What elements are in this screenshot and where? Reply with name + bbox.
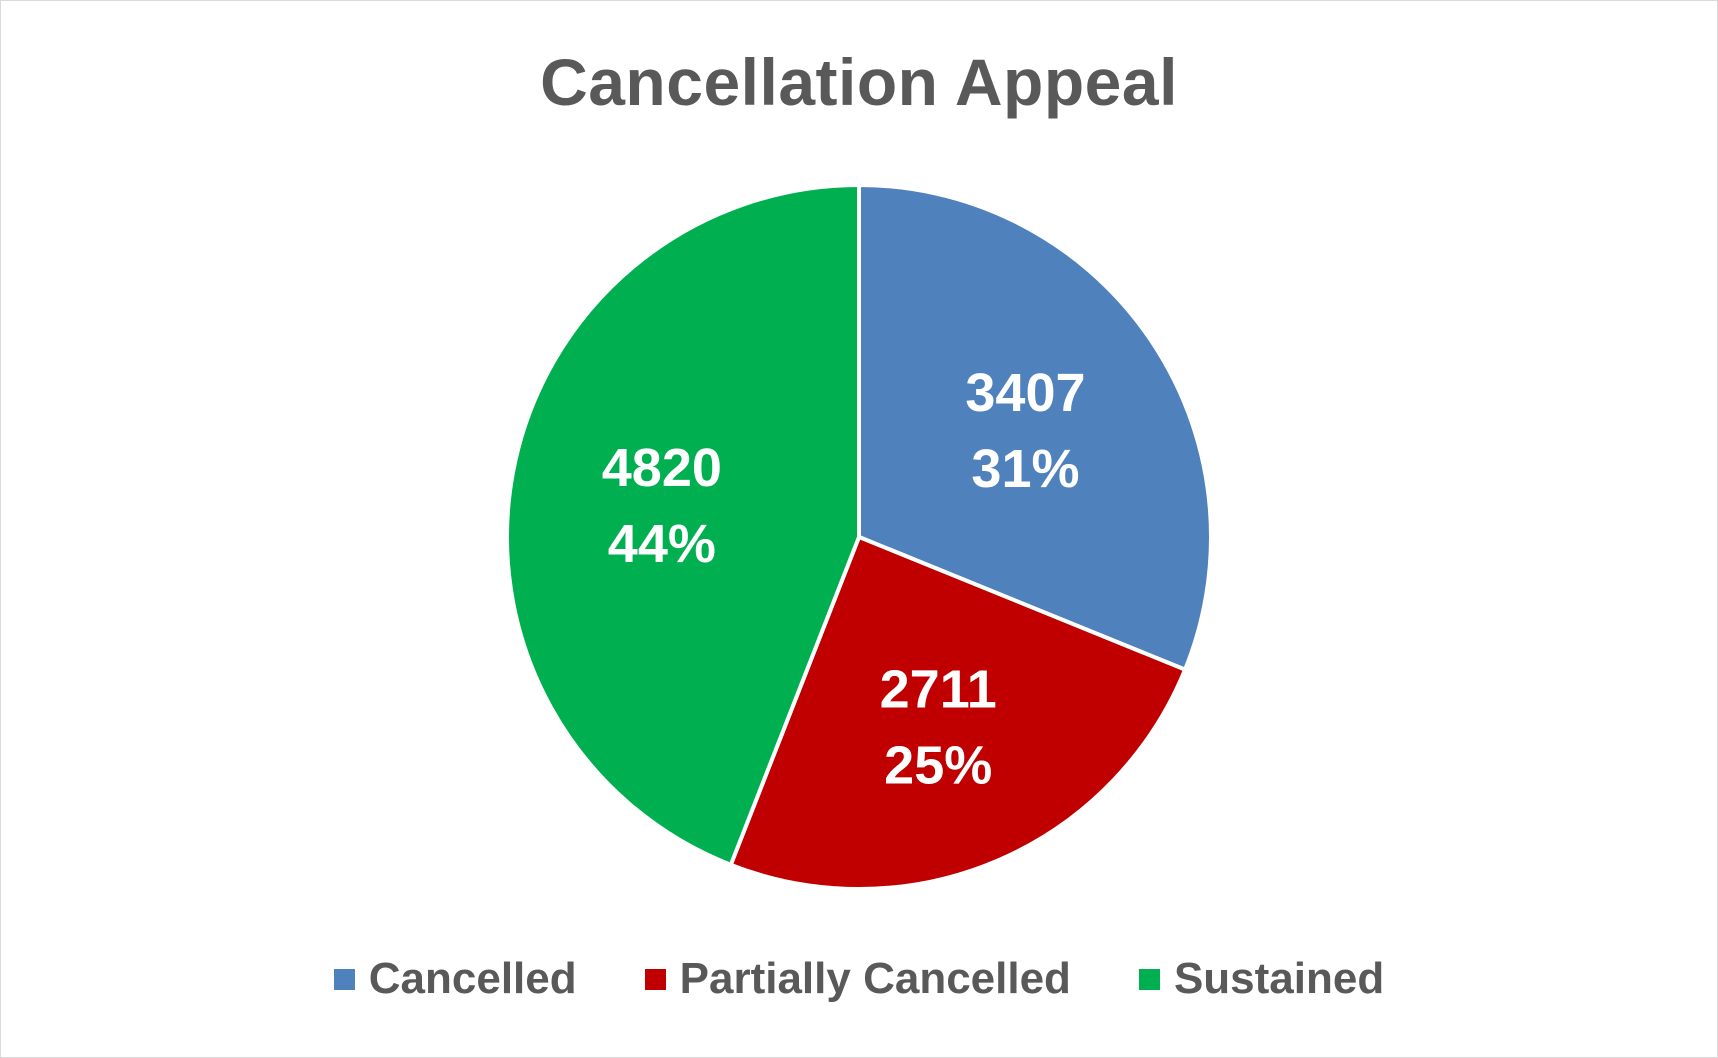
legend-label-sustained: Sustained <box>1173 954 1385 1003</box>
legend-swatch-cancelled <box>333 968 355 990</box>
legend-swatch-partially-cancelled <box>644 968 666 990</box>
pie-slice-sustained <box>505 183 861 867</box>
pie-slice-partially-cancelled <box>728 535 1188 891</box>
chart-legend: Cancelled Partially Cancelled Sustained <box>0 954 1718 1004</box>
legend-item-partially-cancelled: Partially Cancelled <box>644 954 1071 1004</box>
data-label-value-sustained: 4820 <box>602 438 722 498</box>
data-label-percent-partially-cancelled: 25% <box>884 735 992 795</box>
legend-label-partially-cancelled: Partially Cancelled <box>679 954 1071 1003</box>
legend-label-cancelled: Cancelled <box>368 954 577 1003</box>
legend-item-sustained: Sustained <box>1138 954 1385 1004</box>
data-label-percent-cancelled: 31% <box>971 439 1079 499</box>
data-label-percent-sustained: 44% <box>608 514 716 574</box>
chart-title: Cancellation Appeal <box>540 45 1178 119</box>
legend-item-cancelled: Cancelled <box>333 954 577 1004</box>
pie-slices <box>505 183 1213 891</box>
pie-data-labels: 3407 31% 2711 25% 4820 44% <box>602 363 1086 795</box>
pie-slice-cancelled <box>857 183 1213 672</box>
data-label-value-partially-cancelled: 2711 <box>880 659 997 719</box>
data-label-value-cancelled: 3407 <box>965 363 1085 423</box>
legend-swatch-sustained <box>1138 968 1160 990</box>
